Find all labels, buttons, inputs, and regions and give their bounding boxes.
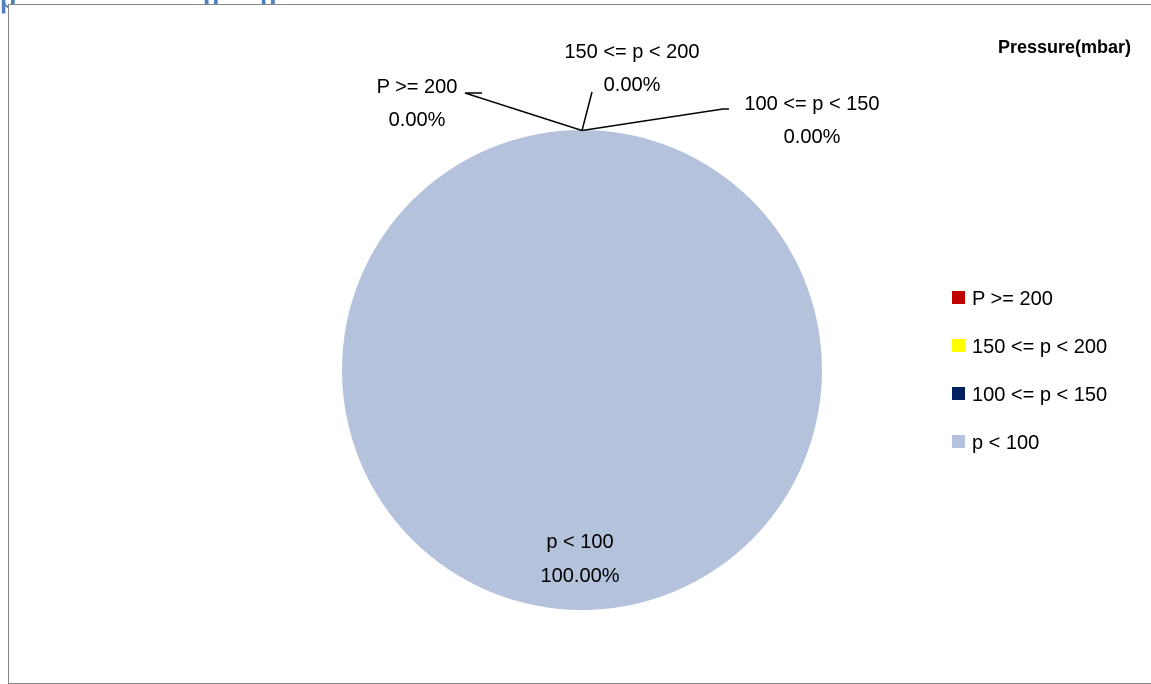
data-label-value: 100.00% [541, 565, 620, 587]
chart-title: Pressure(mbar) [998, 37, 1131, 57]
leader-line [464, 92, 583, 132]
leader-line [581, 91, 593, 131]
data-label-category: 150 <= p < 200 [564, 41, 699, 63]
legend-swatch [952, 435, 965, 448]
slice-3-p-100 [342, 130, 822, 610]
legend-label: p < 100 [972, 432, 1039, 454]
data-label-category: P >= 200 [377, 76, 458, 98]
leader-line [581, 108, 729, 132]
legend: P >= 200 150 <= p < 200 100 <= p < 150 p < … [952, 288, 1107, 454]
data-label-value: 0.00% [784, 126, 841, 148]
pie-slices [342, 130, 822, 610]
legend-swatch [952, 387, 965, 400]
legend-label: P >= 200 [972, 288, 1053, 310]
data-label-value: 0.00% [604, 74, 661, 96]
legend-label: 150 <= p < 200 [972, 336, 1107, 358]
data-label-category: p < 100 [546, 531, 613, 553]
data-labels: P >= 200 0.00% 150 <= p < 200 0.00% 100 <= p… [377, 41, 880, 587]
leader-lines [464, 91, 729, 132]
data-label-value: 0.00% [389, 109, 446, 131]
legend-swatch [952, 339, 965, 352]
legend-swatch [952, 291, 965, 304]
legend-label: 100 <= p < 150 [972, 384, 1107, 406]
data-label-category: 100 <= p < 150 [744, 93, 879, 115]
